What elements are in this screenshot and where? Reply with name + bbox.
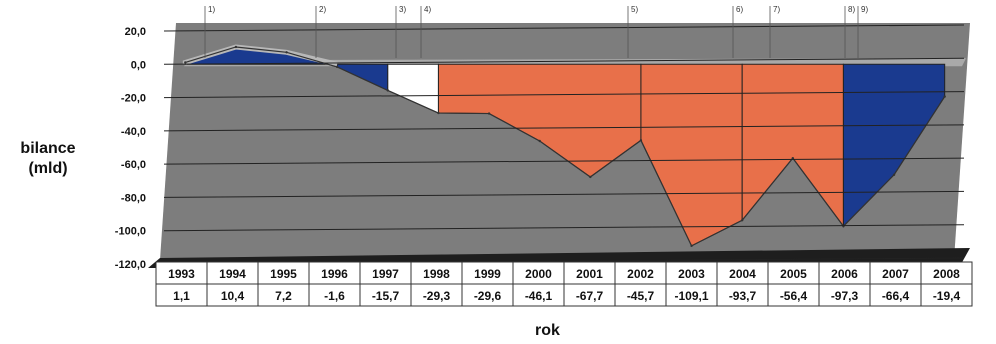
data-point xyxy=(234,45,238,49)
data-label: -45,7 xyxy=(627,289,655,303)
y-axis-label-line1: bilance xyxy=(20,140,76,157)
data-label: 7,2 xyxy=(275,289,292,303)
data-point xyxy=(589,175,592,179)
y-tick-label: -40,0 xyxy=(121,126,146,138)
x-tick-label: 2004 xyxy=(729,267,756,281)
data-label: -97,3 xyxy=(831,289,859,303)
gridline xyxy=(163,190,965,198)
gridlines xyxy=(163,24,965,265)
y-tick-label: -20,0 xyxy=(121,93,146,105)
x-axis-label: rok xyxy=(535,322,560,339)
y-tick-label: -80,0 xyxy=(121,192,146,204)
data-table: 1993 1994 1995 1996 1997 1998 1999 2000 2001 2002… xyxy=(155,261,973,307)
period-marker-label: 4) xyxy=(424,5,431,14)
data-label: -15,7 xyxy=(372,289,400,303)
period-markers: 1) 2) 3) 4) 5) 6) 7) 8) 9) xyxy=(204,5,868,58)
data-point xyxy=(437,111,440,115)
x-tick-label: 1997 xyxy=(372,267,399,281)
y-tick-label: 20,0 xyxy=(125,26,146,38)
x-tick-label: 2000 xyxy=(525,267,552,281)
gridline xyxy=(163,157,965,165)
period-marker-label: 2) xyxy=(319,5,326,14)
data-label: -56,4 xyxy=(780,289,808,303)
gridline xyxy=(163,91,965,99)
x-tick-label: 1998 xyxy=(423,267,450,281)
data-label: -93,7 xyxy=(729,289,757,303)
data-point xyxy=(791,156,795,160)
data-label: -46,1 xyxy=(525,289,553,303)
data-point xyxy=(487,112,491,115)
data-label: -109,1 xyxy=(674,289,708,303)
gridline xyxy=(163,24,965,32)
data-point xyxy=(335,65,339,69)
data-label: -29,6 xyxy=(474,289,502,303)
data-point xyxy=(740,219,744,222)
x-tick-label: 1996 xyxy=(321,267,348,281)
period-marker-label: 9) xyxy=(861,5,868,14)
x-tick-label: 2007 xyxy=(882,267,909,281)
data-label: -66,4 xyxy=(882,289,910,303)
x-tick-label: 1993 xyxy=(168,267,195,281)
x-tick-label: 2003 xyxy=(678,267,705,281)
x-tick-label: 2006 xyxy=(831,267,858,281)
gridline xyxy=(163,57,965,65)
y-tick-label: 0,0 xyxy=(131,59,146,71)
y-tick-label: -60,0 xyxy=(121,159,146,171)
period-marker-label: 1) xyxy=(208,5,215,14)
gridline xyxy=(163,224,965,232)
data-point xyxy=(639,139,643,142)
data-point xyxy=(892,173,896,176)
gridline xyxy=(163,124,965,132)
data-point xyxy=(943,95,946,98)
x-tick-label: 2002 xyxy=(627,267,654,281)
x-tick-label: 2005 xyxy=(780,267,807,281)
data-label: -1,6 xyxy=(324,289,345,303)
data-label: 1,1 xyxy=(173,289,190,303)
x-tick-label: 1999 xyxy=(474,267,501,281)
data-point xyxy=(690,244,693,248)
y-axis-label-line2: (mld) xyxy=(28,160,68,177)
x-tick-label: 1994 xyxy=(219,267,246,281)
y-axis-ticks: 20,0 0,0 -20,0 -40,0 -60,0 -80,0 -100,0 -120,0 xyxy=(115,26,146,271)
data-point xyxy=(184,61,187,64)
y-tick-label: -100,0 xyxy=(115,226,146,238)
x-tick-label: 1995 xyxy=(270,267,297,281)
data-label: -29,3 xyxy=(423,289,451,303)
data-point xyxy=(538,139,541,143)
period-marker-label: 6) xyxy=(736,5,743,14)
x-tick-label: 2008 xyxy=(933,267,960,281)
y-axis-label: bilance (mld) xyxy=(6,139,90,179)
data-label: -67,7 xyxy=(576,289,604,303)
x-tick-label: 2001 xyxy=(576,267,603,281)
period-marker-label: 3) xyxy=(399,5,406,14)
y-tick-label: -120,0 xyxy=(115,259,146,271)
shaded-regions xyxy=(182,44,946,248)
data-label: 10,4 xyxy=(221,289,245,303)
period-marker-label: 7) xyxy=(773,5,780,14)
data-label: -19,4 xyxy=(933,289,961,303)
period-marker-label: 8) xyxy=(848,5,855,14)
period-marker-label: 5) xyxy=(631,5,638,14)
data-point xyxy=(386,89,390,92)
data-point xyxy=(285,51,288,54)
